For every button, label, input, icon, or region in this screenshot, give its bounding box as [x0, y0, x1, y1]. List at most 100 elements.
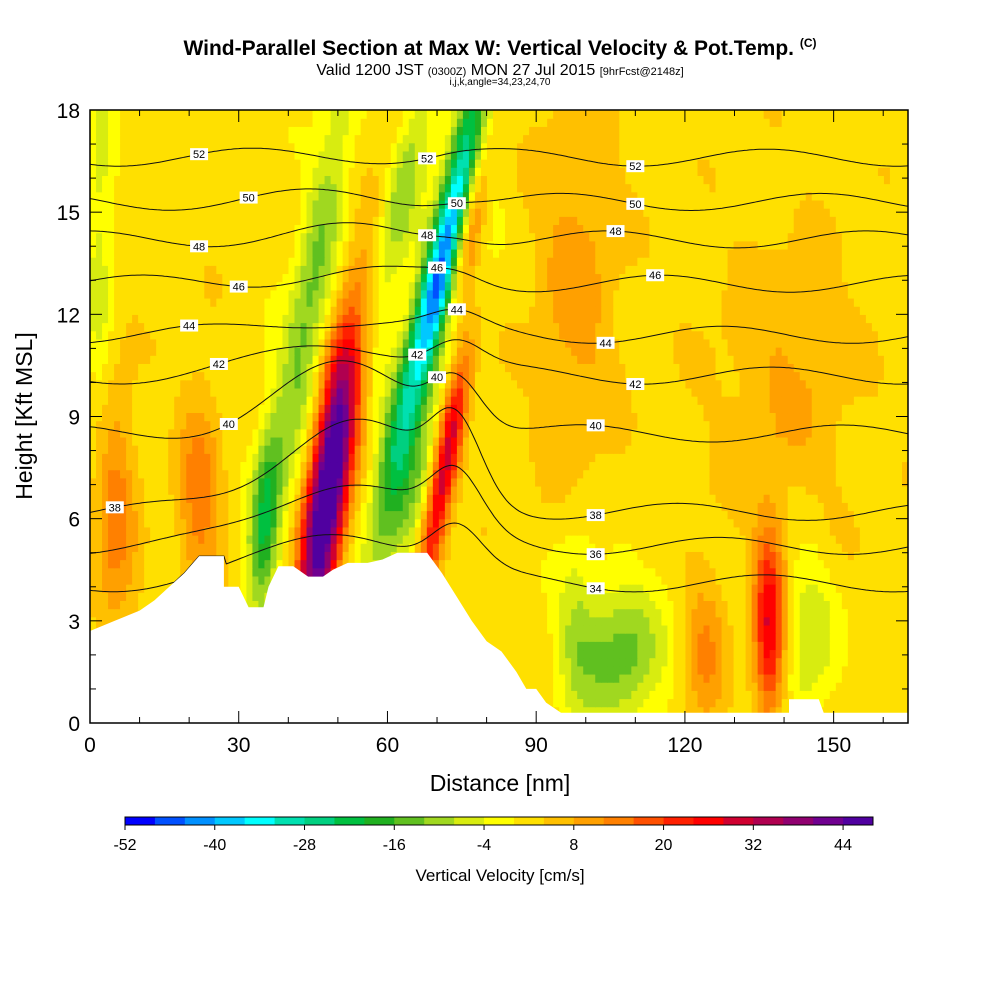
velocity-cell [775, 665, 783, 675]
velocity-cell [625, 698, 632, 708]
velocity-cell [492, 624, 500, 634]
velocity-cell [691, 657, 699, 667]
velocity-cell [757, 584, 765, 593]
velocity-cell [595, 633, 602, 642]
velocity-cell [751, 559, 759, 569]
velocity-cell [216, 453, 223, 463]
velocity-cell [739, 559, 747, 569]
velocity-cell [589, 698, 596, 708]
velocity-cell [625, 706, 632, 716]
velocity-cell [697, 649, 705, 659]
velocity-cell [240, 485, 247, 495]
velocity-cell [408, 494, 416, 503]
velocity-cell [589, 494, 596, 503]
velocity-cell [661, 477, 669, 487]
velocity-cell [607, 420, 614, 430]
velocity-cell [877, 551, 885, 561]
velocity-cell [883, 453, 891, 463]
velocity-cell [643, 526, 650, 536]
velocity-cell [589, 485, 596, 495]
velocity-cell [547, 649, 554, 659]
velocity-cell [318, 453, 326, 463]
velocity-cell [871, 436, 879, 446]
velocity-cell [727, 502, 735, 512]
velocity-cell [120, 559, 127, 569]
velocity-cell [144, 575, 151, 585]
velocity-cell [318, 477, 326, 487]
velocity-cell [649, 584, 656, 593]
velocity-cell [511, 453, 518, 463]
velocity-cell [474, 624, 482, 634]
velocity-cell [168, 510, 175, 520]
velocity-cell [667, 518, 675, 528]
velocity-cell [817, 690, 825, 700]
velocity-cell [757, 543, 765, 552]
velocity-cell [757, 575, 765, 585]
velocity-cell [769, 567, 777, 577]
velocity-cell [697, 657, 705, 667]
velocity-cell [763, 445, 771, 454]
velocity-cell [625, 673, 632, 683]
velocity-cell [372, 461, 380, 471]
velocity-cell [691, 428, 699, 438]
velocity-cell [805, 608, 813, 618]
velocity-cell [499, 600, 506, 610]
velocity-cell [246, 485, 253, 495]
velocity-cell [240, 551, 247, 561]
velocity-cell [781, 649, 789, 659]
velocity-cell [529, 420, 536, 430]
velocity-cell [823, 543, 831, 552]
velocity-cell [805, 526, 813, 536]
velocity-cell [168, 567, 175, 577]
velocity-cell [697, 543, 705, 552]
velocity-cell [715, 682, 723, 691]
velocity-cell [144, 436, 151, 446]
velocity-cell [841, 502, 849, 512]
velocity-cell [360, 494, 368, 503]
velocity-cell [426, 420, 434, 430]
velocity-cell [619, 682, 626, 691]
velocity-cell [883, 706, 891, 716]
velocity-cell [775, 673, 783, 683]
velocity-cell [324, 510, 332, 520]
velocity-cell [108, 436, 115, 446]
velocity-cell [673, 510, 681, 520]
velocity-cell [655, 477, 662, 487]
velocity-cell [787, 657, 795, 667]
velocity-cell [354, 543, 362, 552]
velocity-cell [751, 600, 759, 610]
velocity-cell [697, 502, 705, 512]
velocity-cell [541, 436, 548, 446]
velocity-cell [745, 600, 753, 610]
velocity-cell [571, 698, 578, 708]
velocity-cell [715, 575, 723, 585]
velocity-cell [186, 469, 193, 479]
velocity-cell [162, 445, 169, 454]
velocity-cell [835, 502, 843, 512]
velocity-cell [817, 600, 825, 610]
velocity-cell [168, 461, 175, 471]
velocity-cell [492, 494, 500, 503]
velocity-cell [643, 633, 650, 642]
velocity-cell [486, 616, 494, 626]
velocity-cell [234, 535, 241, 544]
velocity-cell [276, 559, 284, 569]
velocity-cell [835, 559, 843, 569]
velocity-cell [541, 665, 548, 675]
velocity-cell [318, 428, 326, 438]
velocity-cell [246, 469, 253, 479]
velocity-cell [775, 633, 783, 642]
velocity-cell [817, 584, 825, 593]
velocity-cell [643, 575, 650, 585]
velocity-cell [462, 526, 470, 536]
velocity-cell [571, 706, 578, 716]
velocity-cell [691, 584, 699, 593]
velocity-cell [252, 469, 260, 479]
velocity-cell [787, 584, 795, 593]
velocity-cell [691, 567, 699, 577]
velocity-cell [841, 518, 849, 528]
velocity-cell [240, 469, 247, 479]
velocity-cell [883, 673, 891, 683]
velocity-cell [529, 436, 536, 446]
velocity-cell [571, 510, 578, 520]
